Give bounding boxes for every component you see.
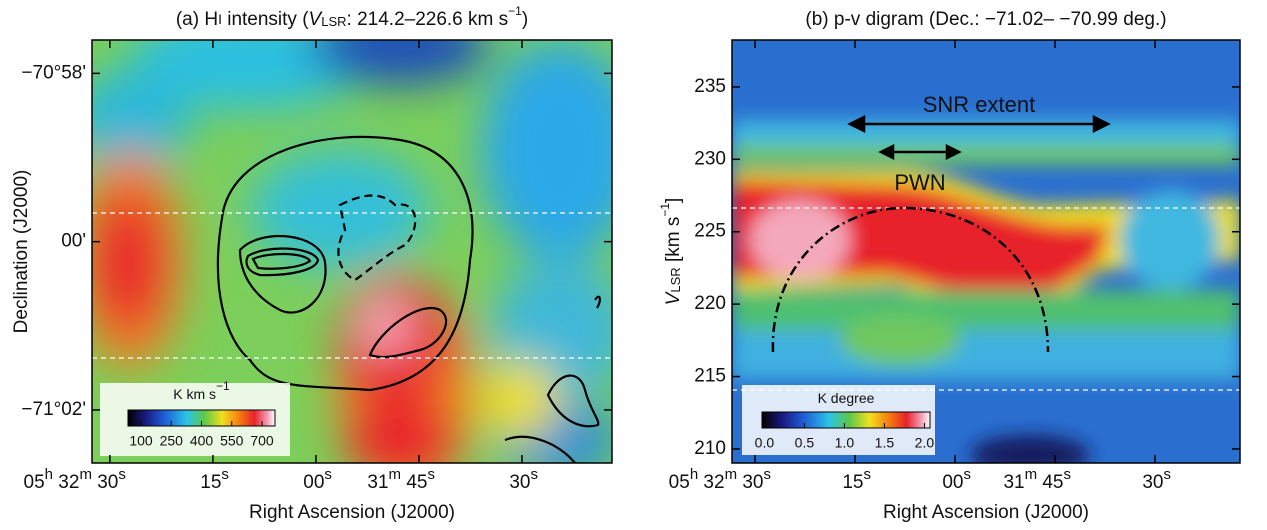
- colorbar-tick-label: 1.5: [875, 435, 895, 451]
- label-part: s: [221, 466, 229, 483]
- label: K km s−1: [173, 379, 230, 402]
- label-part: 30: [1142, 472, 1163, 493]
- x-axis-label: Right Ascension (J2000): [883, 502, 1089, 523]
- label-part: h: [690, 466, 698, 483]
- annotation: SNR extent: [923, 92, 1036, 117]
- intensity-map: [92, 40, 612, 463]
- colorbar-tick-label: 400: [190, 433, 214, 449]
- label-part: 32: [53, 472, 79, 493]
- x-tick-label: 05h 32m 30s: [24, 466, 126, 493]
- label-part: s: [1164, 466, 1172, 483]
- colorbar-tick-label: 2.0: [915, 435, 935, 451]
- label: K degree: [818, 390, 875, 406]
- label-part: LSR: [668, 267, 683, 292]
- label: (a) HI intensity (VLSR: 214.2–226.6 km s…: [176, 4, 528, 30]
- label-part: s: [764, 466, 772, 483]
- x-tick-label: 15s: [200, 466, 229, 493]
- label-part: s: [531, 466, 539, 483]
- label-part: 30: [737, 472, 763, 493]
- frame: [91, 39, 613, 464]
- label-part: −1: [658, 203, 672, 217]
- y-tick-label: 215: [694, 366, 726, 387]
- label-part: 00: [303, 472, 324, 493]
- y-tick-label: 220: [694, 293, 726, 314]
- colorbar: [761, 411, 931, 429]
- colorbar-tick-label: 0.0: [755, 435, 775, 451]
- x-tick-label: 05h 32m 30s: [669, 466, 771, 493]
- label: Declination (J2000): [11, 170, 32, 334]
- y-tick-label: −71°02': [21, 399, 86, 420]
- label-part: (b) p-v digram (Dec.: −71.02– −70.99 deg…: [805, 9, 1166, 30]
- label-part: s: [324, 466, 332, 483]
- label-part: 45: [1037, 472, 1063, 493]
- x-tick-label: 30s: [1142, 466, 1171, 493]
- label-part: [km s: [663, 217, 684, 268]
- y-tick-label: 230: [694, 148, 726, 169]
- label-part: ): [522, 9, 528, 30]
- label: (b) p-v digram (Dec.: −71.02– −70.99 deg…: [805, 9, 1166, 30]
- label-part: 30: [92, 472, 118, 493]
- colorbar-tick-label: 700: [250, 433, 274, 449]
- label-part: 31: [1003, 472, 1024, 493]
- label-part: s: [964, 466, 972, 483]
- label-part: 15: [842, 472, 863, 493]
- y-tick-label: 225: [694, 221, 726, 242]
- colorbar-tick-label: 1.0: [835, 435, 855, 451]
- label-part: 45: [401, 472, 427, 493]
- label-part: 00: [942, 472, 963, 493]
- label-part: m: [725, 466, 738, 483]
- x-tick-label: 31m 45s: [1003, 466, 1071, 493]
- label-part: : 214.2–226.6 km s: [347, 9, 509, 30]
- label-part: s: [427, 466, 435, 483]
- label-part: 30: [509, 472, 530, 493]
- y-tick-label: −70°58': [21, 62, 86, 83]
- label-part: intensity (: [222, 9, 309, 30]
- label-part: (a) H: [176, 9, 218, 30]
- colorbar-tick-label: 0.5: [795, 435, 815, 451]
- label: VLSR [km s−1]: [658, 198, 684, 306]
- label-part: m: [389, 466, 402, 483]
- label-part: 15: [200, 472, 221, 493]
- label-part: 32: [698, 472, 724, 493]
- colorbar-tick-label: 250: [160, 433, 184, 449]
- label-part: K km s: [173, 386, 216, 402]
- y-tick-label: 235: [694, 76, 726, 97]
- annotation: PWN: [894, 170, 945, 195]
- label-part: I: [218, 11, 222, 27]
- label-part: 31: [367, 472, 388, 493]
- label-part: K degree: [818, 390, 875, 406]
- label-part: V: [309, 9, 324, 30]
- y-tick-label: 210: [694, 438, 726, 459]
- label-part: LSR: [321, 14, 346, 29]
- label-part: −1: [216, 379, 230, 393]
- label-part: ]: [663, 198, 684, 203]
- x-tick-label: 30s: [509, 466, 538, 493]
- label-part: Declination (J2000): [11, 170, 32, 334]
- label-part: 05: [24, 472, 45, 493]
- x-tick-label: 00s: [303, 466, 332, 493]
- label-part: 05: [669, 472, 690, 493]
- y-tick-label: 00': [61, 231, 86, 252]
- colorbar-tick-label: 550: [220, 433, 244, 449]
- label-part: m: [79, 466, 92, 483]
- x-tick-label: 31m 45s: [367, 466, 435, 493]
- x-tick-label: 15s: [842, 466, 871, 493]
- label-part: s: [1064, 466, 1072, 483]
- label-part: m: [1025, 466, 1038, 483]
- label-part: −1: [508, 4, 522, 18]
- x-tick-label: 00s: [942, 466, 971, 493]
- label-part: s: [864, 466, 872, 483]
- label-part: h: [45, 466, 53, 483]
- colorbar-tick-label: 100: [129, 433, 153, 449]
- x-axis-label: Right Ascension (J2000): [249, 502, 455, 523]
- label-part: s: [118, 466, 126, 483]
- label-part: V: [663, 290, 684, 305]
- frame: [731, 39, 1241, 464]
